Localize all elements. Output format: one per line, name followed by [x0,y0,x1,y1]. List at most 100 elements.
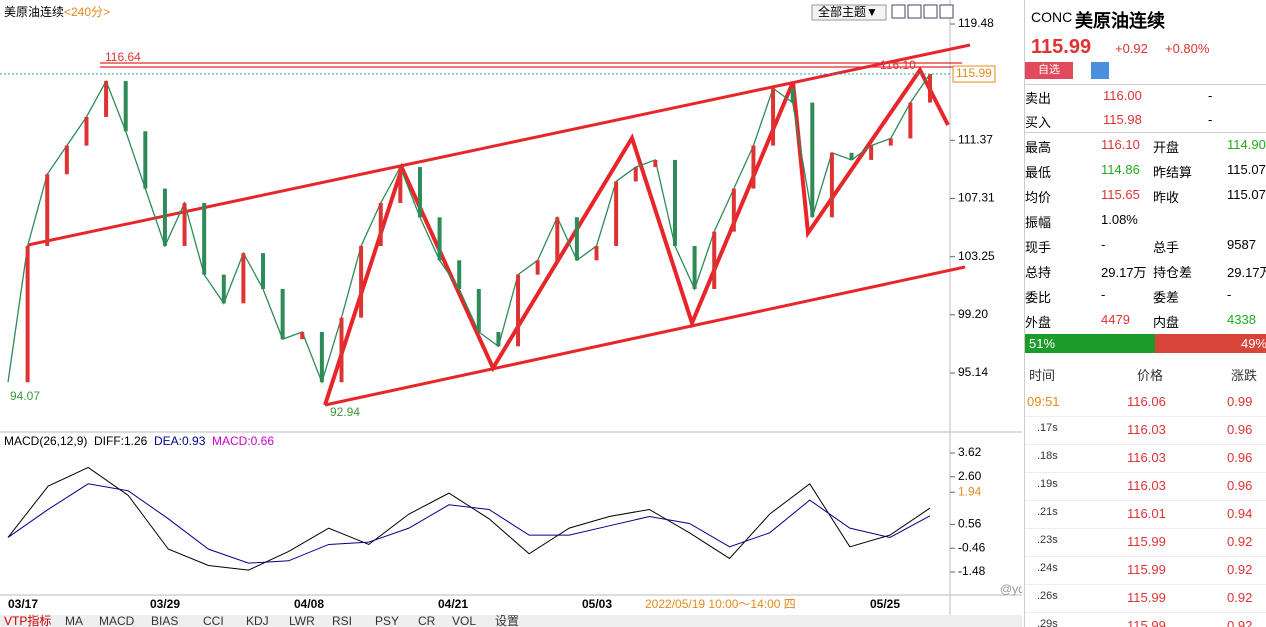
tick-price: 116.01 [1127,506,1166,521]
watch-button[interactable]: 自选 [1025,62,1073,79]
toolbar[interactable] [891,4,954,19]
candle [731,188,736,232]
bg [0,0,1022,627]
stat-value: 114.86 [1101,162,1140,177]
x-label: 04/21 [438,597,468,611]
stat-value: - [1101,237,1106,252]
tick-time: .21s [1037,506,1058,518]
candle [45,174,50,246]
candle [300,331,305,340]
candle [319,331,324,383]
tick-row-line [1025,528,1266,529]
stat-value: 1.08% [1101,212,1138,227]
tab[interactable]: MA [65,614,83,627]
tick-row-line [1025,500,1266,501]
x-label: 03/29 [150,597,180,611]
x-label: 03/17 [8,597,38,611]
candle [829,152,834,218]
y-tick-label: -1.48 [958,564,986,578]
separator [1025,132,1266,133]
theme-button-text[interactable]: 全部主题▼ [818,4,878,19]
candle [888,138,893,146]
candle [221,274,226,304]
candle [64,145,69,175]
period: <240分> [64,5,110,19]
tab[interactable]: 设置 [495,614,519,627]
tick-time: 09:51 [1027,394,1060,409]
candle [457,260,462,289]
tick-row-line [1025,416,1266,417]
tab[interactable]: LWR [289,614,315,627]
candle [280,288,285,340]
name: 美原油连续 [1075,11,1165,31]
stat-label: 昨收 [1153,190,1180,205]
stat-label: 内盘 [1153,315,1180,330]
candle [555,217,560,261]
x-label: 05/03 [582,597,612,611]
tick-time: .29s [1037,618,1058,627]
candle [810,102,815,218]
dea-line [7,483,931,564]
tab[interactable]: MACD [99,614,135,627]
tick-price: 115.99 [1127,590,1166,605]
stat-label: 总持 [1025,265,1052,280]
tab[interactable]: PSY [375,614,399,627]
stat-value: 4338 [1227,312,1256,327]
candle [359,245,364,318]
y-tick-label: 0.56 [958,517,982,531]
tick-price: 115.99 [1127,534,1166,549]
theme-button[interactable] [811,4,887,21]
y-tick-label: 119.48 [958,16,994,30]
candle [653,159,658,168]
quote-price: 116.00 [1103,88,1142,103]
y-tick-label: 107.31 [958,191,995,205]
tab[interactable]: KDJ [246,614,269,627]
tab[interactable]: CR [418,614,436,627]
tab[interactable]: VOL [452,614,476,627]
candle [633,167,638,182]
tick-change: 0.96 [1227,450,1253,465]
tab[interactable]: RSI [332,614,352,627]
tick-price: 115.99 [1127,618,1166,627]
title: 美原油连续 [4,4,64,19]
stat-value: 115.65 [1101,187,1140,202]
stat-label: 昨结算 [1153,165,1193,180]
stat-label: 振幅 [1025,215,1052,230]
candle [143,131,148,189]
tab[interactable]: VTP指标 [4,613,51,627]
tab[interactable]: BIAS [151,614,178,627]
candle [476,288,481,332]
tick-time: .23s [1037,534,1058,546]
alert-button[interactable] [1091,62,1109,79]
tick-price: 116.06 [1127,394,1166,409]
stat-value: - [1227,287,1232,302]
candle [790,88,795,103]
candle [398,167,403,203]
candle [84,116,89,146]
stat-label: 委差 [1153,290,1180,305]
dea-label: DEA:0.93 [154,434,206,448]
separator [1025,84,1266,85]
stat-value: 9587 [1227,237,1256,252]
tab[interactable]: CCI [203,614,224,627]
stat-value: 29.17万 [1101,265,1147,280]
stat-value: 114.90 [1227,137,1266,152]
candle [751,145,756,189]
candle [241,253,246,304]
stat-label: 开盘 [1153,140,1180,155]
tick-header: 时间 [1029,368,1056,383]
stat-value: - [1101,287,1106,302]
candle [123,81,128,132]
quote-volume: - [1208,112,1213,127]
candle [908,102,913,139]
tick-change: 0.92 [1227,534,1253,549]
stat-label: 均价 [1025,190,1052,205]
low-label: 92.94 [330,405,360,419]
x-label: 04/08 [294,597,324,611]
high-label: 116.10 [880,58,916,72]
cursor-time: 2022/05/19 10:00～14:00 四 [645,597,796,611]
current-price-tag [952,65,996,83]
tick-change: 0.92 [1227,618,1253,627]
candle [339,317,344,383]
